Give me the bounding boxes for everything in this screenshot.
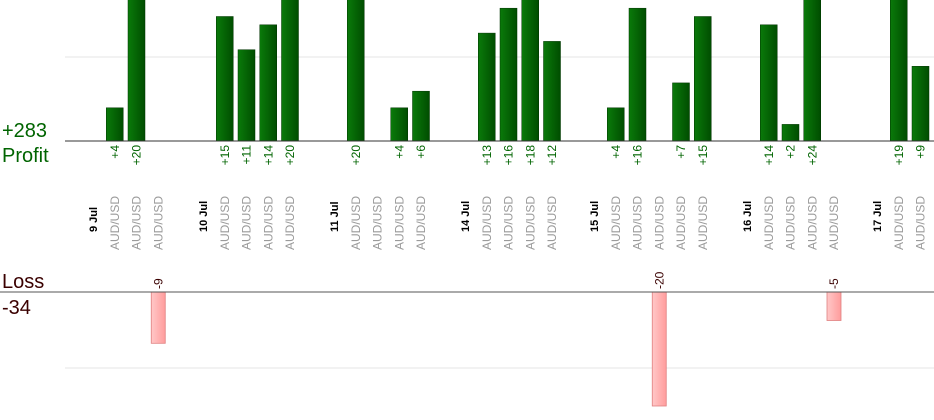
- profit-value-label: +20: [130, 145, 144, 166]
- profit-total: +283: [2, 120, 48, 142]
- pair-label: AUD/USD: [349, 196, 363, 250]
- profit-bar: [781, 124, 800, 142]
- profit-value-label: +15: [218, 145, 232, 166]
- profit-label: Profit: [2, 145, 49, 167]
- profit-value-label: +2: [784, 145, 798, 159]
- profit-bar: [216, 16, 234, 142]
- profit-bar: [911, 66, 930, 142]
- profit-value-label: +14: [762, 145, 776, 166]
- profit-bar: [521, 0, 539, 142]
- loss-value-label: -5: [827, 278, 841, 289]
- profit-bar: [281, 0, 299, 142]
- profit-value-label: +18: [523, 145, 537, 166]
- profit-value-label: +11: [240, 145, 254, 165]
- date-label: 15 Jul: [589, 201, 601, 232]
- profit-value-label: +4: [108, 145, 122, 159]
- pair-label: AUD/USD: [609, 196, 623, 250]
- pair-label: AUD/USD: [414, 196, 428, 250]
- profit-value-label: +9: [914, 145, 928, 159]
- pair-label: AUD/USD: [805, 196, 819, 250]
- date-label: 9 Jul: [88, 207, 100, 232]
- loss-value-label: -20: [652, 271, 666, 289]
- pair-label: AUD/USD: [218, 196, 232, 250]
- date-label: 16 Jul: [742, 201, 754, 232]
- loss-value-label: -9: [151, 278, 165, 289]
- profit-bar: [412, 90, 430, 142]
- date-label: 11 Jul: [329, 201, 341, 232]
- pair-label: AUD/USD: [652, 196, 666, 250]
- pair-label: AUD/USD: [261, 196, 275, 250]
- profit-bar: [890, 0, 908, 142]
- profit-bar: [106, 107, 124, 142]
- profit-bar: [390, 107, 408, 142]
- loss-total: -34: [2, 297, 31, 319]
- date-label: 17 Jul: [872, 201, 884, 232]
- profit-value-label: +16: [631, 145, 645, 166]
- profit-value-label: +4: [609, 145, 623, 159]
- pair-label: AUD/USD: [892, 196, 906, 250]
- profit-bar: [694, 16, 712, 142]
- profit-bar: [543, 41, 561, 142]
- profit-value-label: +6: [414, 145, 428, 159]
- profit-value-label: +4: [392, 145, 406, 159]
- profit-value-label: +20: [283, 145, 297, 166]
- profit-bar: [607, 107, 625, 142]
- pair-label: AUD/USD: [784, 196, 798, 250]
- profit-value-label: +13: [480, 145, 494, 166]
- pair-label: AUD/USD: [762, 196, 776, 250]
- loss-bar: [651, 291, 667, 407]
- profit-bar: [803, 0, 821, 142]
- profit-value-label: +7: [674, 145, 688, 159]
- profit-value-label: +24: [805, 145, 819, 166]
- profit-bar: [347, 0, 365, 142]
- loss-label: Loss: [2, 271, 45, 293]
- pair-label: AUD/USD: [392, 196, 406, 250]
- profit-value-label: +16: [502, 145, 516, 166]
- pair-label: AUD/USD: [283, 196, 297, 250]
- pair-label: AUD/USD: [151, 196, 165, 250]
- loss-bar: [826, 291, 842, 321]
- profit-value-label: +15: [696, 145, 710, 166]
- pair-label: AUD/USD: [545, 196, 559, 250]
- profit-bar: [760, 24, 778, 142]
- profit-value-label: +19: [892, 145, 906, 166]
- profit-value-label: +12: [545, 145, 559, 166]
- date-label: 14 Jul: [460, 201, 472, 232]
- profit-bar: [259, 24, 277, 142]
- loss-bar: [150, 291, 166, 344]
- profit-bar: [628, 7, 647, 142]
- profit-bar: [499, 7, 518, 142]
- profit-bar: [478, 32, 496, 142]
- pair-label: AUD/USD: [827, 196, 841, 250]
- profit-bar: [127, 0, 146, 142]
- pair-label: AUD/USD: [696, 196, 710, 250]
- profit-bar: [672, 82, 690, 142]
- pair-label: AUD/USD: [480, 196, 494, 250]
- pair-label: AUD/USD: [240, 196, 254, 250]
- pair-label: AUD/USD: [914, 196, 928, 250]
- pair-label: AUD/USD: [130, 196, 144, 250]
- pair-label: AUD/USD: [631, 196, 645, 250]
- date-label: 10 Jul: [198, 201, 210, 232]
- pair-label: AUD/USD: [108, 196, 122, 250]
- profit-value-label: +20: [349, 145, 363, 166]
- profit-bar: [237, 49, 256, 142]
- pair-label: AUD/USD: [502, 196, 516, 250]
- pair-label: AUD/USD: [371, 196, 385, 250]
- pair-label: AUD/USD: [523, 196, 537, 250]
- profit-value-label: +14: [261, 145, 275, 166]
- pair-label: AUD/USD: [674, 196, 688, 250]
